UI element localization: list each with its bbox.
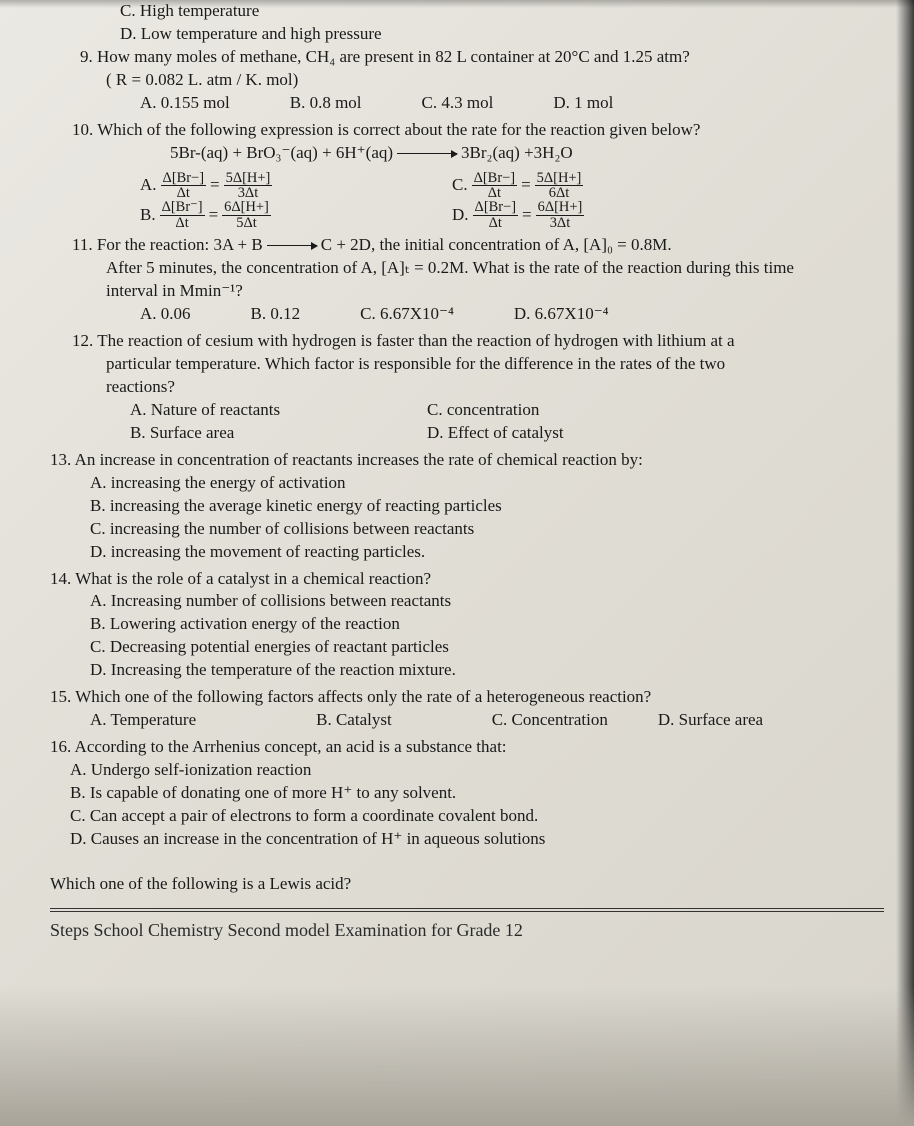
q13-D: D. increasing the movement of reacting p…: [90, 541, 884, 564]
q10-A: A. Δ[Br−]Δt = 5Δ[H+]3Δt: [140, 171, 452, 201]
q12-l2: particular temperature. Which factor is …: [50, 353, 884, 376]
q14-A: A. Increasing number of collisions betwe…: [90, 590, 884, 613]
q9: 9. How many moles of methane, CH₄ are pr…: [50, 46, 884, 115]
arrow-icon: [397, 153, 457, 154]
q9-A: A. 0.155 mol: [140, 92, 230, 115]
q12-l3: reactions?: [50, 376, 884, 399]
q14-D: D. Increasing the temperature of the rea…: [90, 659, 884, 682]
q11-line1b: C + 2D, the initial concentration of A, …: [321, 234, 672, 257]
q16-text: 16. According to the Arrhenius concept, …: [50, 736, 884, 759]
arrow-icon: [267, 245, 317, 246]
q16-B: B. Is capable of donating one of more H⁺…: [70, 782, 884, 805]
footer-text: Steps School Chemistry Second model Exam…: [50, 918, 884, 942]
q8-opt-d: D. Low temperature and high pressure: [50, 23, 884, 46]
q9-D: D. 1 mol: [553, 92, 613, 115]
q10-eq-right: 3Br₂(aq) +3H₂O: [461, 142, 573, 165]
q11-C: C. 6.67X10⁻⁴: [360, 303, 454, 326]
q10-C: C. Δ[Br−]Δt = 5Δ[H+]6Δt: [452, 171, 764, 201]
q9-text: 9. How many moles of methane, CH₄ are pr…: [50, 46, 884, 69]
q10: 10. Which of the following expression is…: [50, 119, 884, 231]
q11-line1a: 11. For the reaction: 3A + B: [72, 234, 263, 257]
q11: 11. For the reaction: 3A + B C + 2D, the…: [50, 234, 884, 326]
q14-B: B. Lowering activation energy of the rea…: [90, 613, 884, 636]
q12: 12. The reaction of cesium with hydrogen…: [50, 330, 884, 445]
q14: 14. What is the role of a catalyst in a …: [50, 568, 884, 683]
q10-B: B. Δ[Br⁻]Δt = 6Δ[H+]5Δt: [140, 200, 452, 230]
q13-B: B. increasing the average kinetic energy…: [90, 495, 884, 518]
q12-B: B. Surface area: [130, 422, 427, 445]
q12-A: A. Nature of reactants: [130, 399, 427, 422]
q16-D: D. Causes an increase in the concentrati…: [70, 828, 884, 851]
q16: 16. According to the Arrhenius concept, …: [50, 736, 884, 851]
q15-A: A. Temperature: [90, 709, 196, 732]
q12-C: C. concentration: [427, 399, 724, 422]
q14-text: 14. What is the role of a catalyst in a …: [50, 568, 884, 591]
q13: 13. An increase in concentration of reac…: [50, 449, 884, 564]
q16-C: C. Can accept a pair of electrons to for…: [70, 805, 884, 828]
q15: 15. Which one of the following factors a…: [50, 686, 884, 732]
q15-D: D. Surface area: [658, 709, 763, 732]
q11-A: A. 0.06: [140, 303, 191, 326]
exam-page: C. High temperature D. Low temperature a…: [0, 0, 914, 1126]
footer-rule: [50, 908, 884, 912]
q12-l1: 12. The reaction of cesium with hydrogen…: [50, 330, 884, 353]
q13-A: A. increasing the energy of activation: [90, 472, 884, 495]
q11-line2: After 5 minutes, the concentration of A,…: [50, 257, 884, 280]
q11-B: B. 0.12: [251, 303, 301, 326]
q17-text: Which one of the following is a Lewis ac…: [50, 873, 884, 896]
q15-text: 15. Which one of the following factors a…: [50, 686, 884, 709]
q15-B: B. Catalyst: [316, 709, 392, 732]
q10-eq-left: 5Br-(aq) + BrO₃⁻(aq) + 6H⁺(aq): [170, 142, 393, 165]
q10-D: D. Δ[Br−]Δt = 6Δ[H+]3Δt: [452, 200, 764, 230]
q13-text: 13. An increase in concentration of reac…: [50, 449, 884, 472]
q10-text: 10. Which of the following expression is…: [50, 119, 884, 142]
q12-D: D. Effect of catalyst: [427, 422, 724, 445]
q11-line3: interval in Mmin⁻¹?: [50, 280, 884, 303]
q11-D: D. 6.67X10⁻⁴: [514, 303, 609, 326]
q9-paren: ( R = 0.082 L. atm / K. mol): [50, 69, 884, 92]
top-shadow: [0, 0, 914, 8]
q16-A: A. Undergo self-ionization reaction: [70, 759, 884, 782]
q15-C: C. Concentration: [492, 709, 608, 732]
q9-C: C. 4.3 mol: [422, 92, 494, 115]
q17: Which one of the following is a Lewis ac…: [50, 873, 884, 896]
q9-B: B. 0.8 mol: [290, 92, 362, 115]
q13-C: C. increasing the number of collisions b…: [90, 518, 884, 541]
q14-C: C. Decreasing potential energies of reac…: [90, 636, 884, 659]
